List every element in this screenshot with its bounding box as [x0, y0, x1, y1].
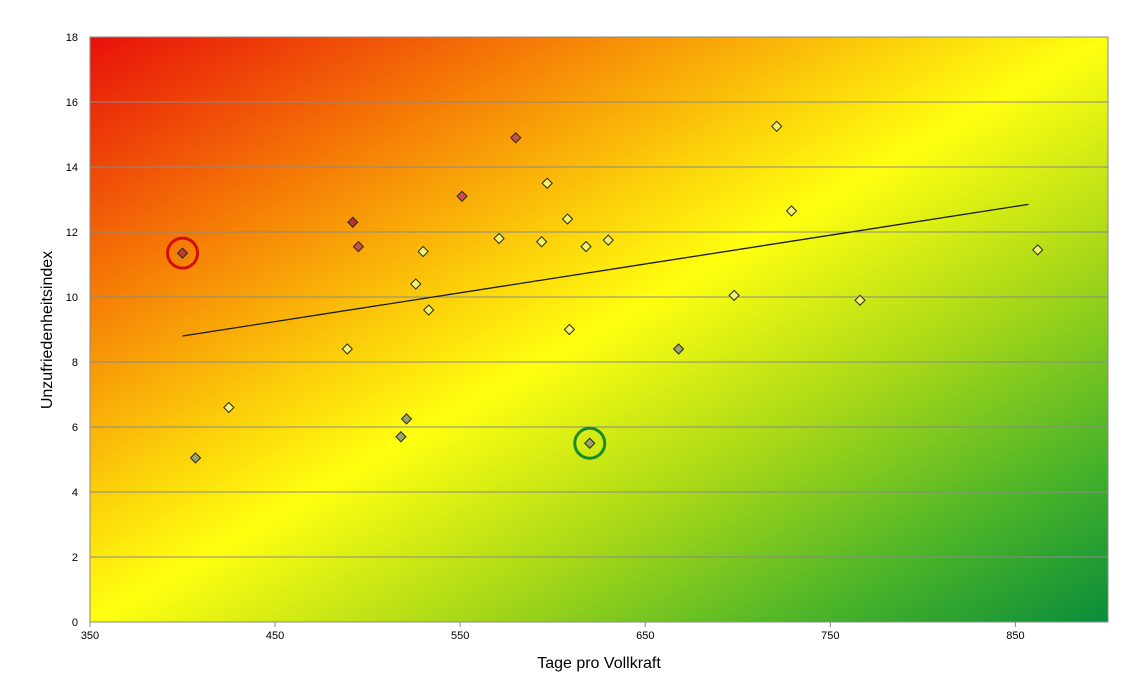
data-point-marker: [584, 437, 596, 449]
x-tick-label: 550: [451, 630, 469, 642]
y-tick-label: 14: [66, 162, 78, 174]
trendline-group: [182, 203, 1029, 337]
data-point-marker: [510, 132, 522, 144]
x-tick-label: 650: [636, 630, 654, 642]
x-tick-label: 350: [81, 630, 99, 642]
plot-background: [90, 37, 1108, 622]
data-point-marker: [561, 213, 574, 225]
highlight-circle: [166, 236, 200, 270]
y-tick-label: 10: [66, 292, 78, 304]
data-point-marker: [341, 343, 353, 355]
data-point-marker: [410, 278, 422, 290]
data-point-marker: [785, 205, 798, 217]
data-point-marker: [493, 232, 505, 245]
y-tick-label: 18: [66, 32, 78, 44]
trendline: [182, 203, 1029, 337]
data-point-marker: [417, 245, 429, 258]
data-point-marker: [347, 216, 359, 228]
x-tick-label: 750: [821, 630, 839, 642]
y-axis-ticks: 0 2 4 6 8 10 12 14 16 18: [66, 32, 78, 629]
y-tick-label: 4: [72, 487, 78, 499]
data-points: [176, 120, 1044, 464]
data-point-marker: [854, 294, 866, 306]
data-point-marker: [535, 236, 548, 248]
highlight-circle: [573, 426, 607, 460]
x-tick-label: 850: [1006, 630, 1024, 642]
x-axis-ticks: 350 450 550 650 750 850: [81, 622, 1025, 642]
data-point-marker: [352, 240, 365, 253]
y-tick-label: 0: [72, 617, 78, 629]
x-tick-label: 450: [266, 630, 284, 642]
data-point-marker: [189, 452, 202, 464]
y-axis-title: Unzufriedenheitsindex: [39, 251, 56, 409]
data-point-marker: [456, 190, 468, 202]
gridlines: [89, 36, 1109, 623]
data-point-marker: [395, 431, 407, 443]
y-tick-label: 12: [66, 227, 78, 239]
data-point-marker: [563, 323, 576, 336]
data-point-marker: [580, 240, 592, 253]
data-point-marker: [223, 401, 235, 414]
data-point-marker: [602, 234, 614, 246]
y-tick-label: 6: [72, 422, 78, 434]
highlight-circles: [166, 236, 607, 460]
data-point-marker: [423, 304, 435, 316]
y-tick-label: 8: [72, 357, 78, 369]
data-point-marker: [770, 120, 783, 133]
data-point-marker: [400, 413, 413, 425]
data-point-marker: [728, 289, 740, 302]
y-tick-label: 2: [72, 552, 78, 564]
data-point-marker: [541, 177, 553, 189]
data-point-marker: [672, 343, 685, 355]
x-axis-title: Tage pro Vollkraft: [537, 655, 661, 672]
data-point-marker: [1031, 244, 1044, 256]
data-point-marker: [176, 247, 189, 259]
y-tick-label: 16: [66, 97, 78, 109]
plot-border: [89, 36, 1109, 623]
